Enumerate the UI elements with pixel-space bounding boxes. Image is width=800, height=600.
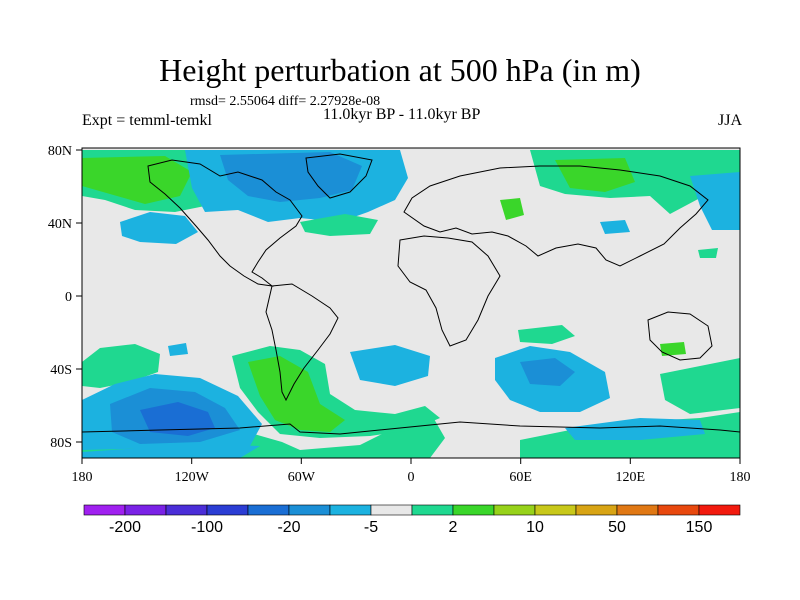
colorbar-labels: -200 -100 -20 -5 2 10 50 150 [109,519,712,536]
coast-south-america [265,283,339,402]
contour-region [82,444,260,458]
coast-antarctica [82,421,740,435]
colorbar-swatch [124,504,167,516]
colorbar-swatch [575,504,618,516]
x-tick-label: 180 [730,470,751,485]
colorbar-label: -5 [364,519,378,536]
season-label: JJA [717,112,742,129]
x-tick-label: 0 [408,470,415,485]
contour-region [168,343,188,356]
colorbar-label: -200 [109,519,141,536]
contour-region [248,356,345,432]
contour-region [690,172,740,230]
contour-region [120,212,198,244]
y-tick-label: 40N [48,217,72,232]
colorbar-swatch [165,504,208,516]
contour-region [300,214,378,236]
colorbar-swatch [493,504,536,516]
contour-region [660,342,686,356]
contour-region [698,248,718,258]
y-tick-label: 40S [50,363,72,378]
colorbar-label: -100 [191,519,223,536]
colorbar-label: 150 [686,519,713,536]
x-tick-label: 60E [509,470,532,485]
contour-region [518,325,575,344]
coast-greenland [305,153,373,199]
y-tick-label: 80S [50,436,72,451]
colorbar-swatch [657,504,700,516]
colorbar-label: 2 [449,519,458,536]
colorbar-label: 10 [526,519,544,536]
contour-region [565,418,705,440]
contour-region [350,345,430,386]
contour-region [82,156,192,204]
colorbar-swatch [411,504,454,516]
contour-region [500,198,524,220]
coast-australia [647,311,713,361]
coast-north-america [147,159,303,287]
colorbar [83,504,741,516]
colorbar-swatch [534,504,577,516]
colorbar-label: 50 [608,519,626,536]
plot-title: Height perturbation at 500 hPa (in m) [159,52,641,88]
colorbar-swatch [288,504,331,516]
contour-region [82,344,160,388]
contour-region [520,358,575,386]
rmsd-stats: rmsd= 2.55064 diff= 2.27928e-08 [190,94,381,109]
x-tick-label: 120W [175,470,210,485]
colorbar-swatch [83,504,126,516]
coast-africa [397,235,501,347]
axis-ticks [76,149,741,464]
contour-region [220,152,362,202]
colorbar-swatch [370,504,413,516]
x-tick-label: 120E [616,470,646,485]
colorbar-swatch [698,504,741,516]
x-tick-label: 180 [72,470,93,485]
y-tick-label: 0 [65,290,72,305]
colorbar-label: -20 [277,519,300,536]
coastlines [82,153,740,435]
colorbar-swatch [329,504,372,516]
colorbar-swatch [452,504,495,516]
experiment-label: Expt = temml-temkl [82,112,212,129]
y-tick-label: 80N [48,144,72,159]
coast-eurasia [403,165,709,267]
contour-region [140,402,215,436]
contour-region [660,358,740,414]
colorbar-swatch [247,504,290,516]
colorbar-swatch [616,504,659,516]
colorbar-swatch [206,504,249,516]
contour-region [600,220,630,234]
x-tick-label: 60W [288,470,316,485]
period-label: 11.0kyr BP - 11.0kyr BP [323,106,481,123]
